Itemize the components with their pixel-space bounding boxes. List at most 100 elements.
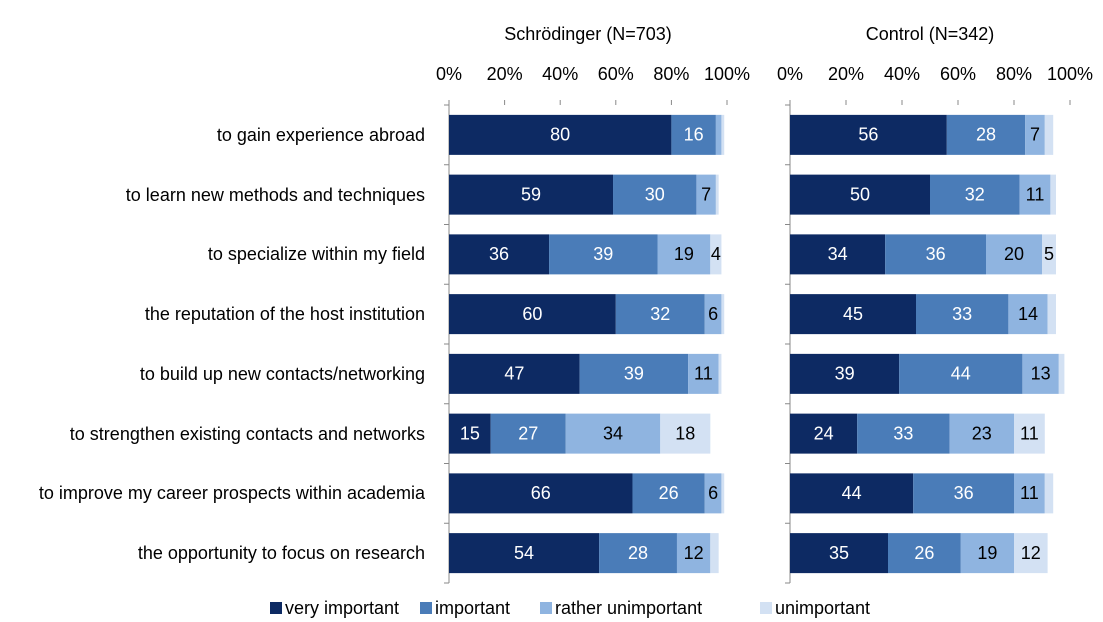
bar-segment — [1044, 473, 1054, 514]
bar-segment — [704, 294, 722, 335]
x-tick-label: 60% — [940, 64, 976, 84]
bar-segment — [449, 413, 491, 454]
data-label: 6 — [708, 304, 718, 324]
data-label: 54 — [514, 543, 534, 563]
data-label: 59 — [521, 184, 541, 204]
data-label: 44 — [842, 483, 862, 503]
data-label: 56 — [858, 125, 878, 145]
bar-segment — [946, 114, 1026, 155]
bar-segment — [710, 234, 722, 275]
x-tick-label: 40% — [542, 64, 578, 84]
data-label: 39 — [593, 244, 613, 264]
bar-segment — [1042, 234, 1056, 275]
bar-segment — [790, 473, 914, 514]
data-label: 66 — [531, 483, 551, 503]
x-tick-label: 20% — [828, 64, 864, 84]
data-label: 44 — [951, 364, 971, 384]
data-label: 12 — [1021, 543, 1041, 563]
bar-segment — [449, 353, 580, 394]
data-label: 28 — [976, 125, 996, 145]
bar-segment — [790, 114, 947, 155]
data-label: 11 — [694, 364, 713, 384]
legend-swatch — [270, 602, 282, 614]
bar-segment — [960, 533, 1014, 574]
bar-segment — [1050, 174, 1056, 215]
bar-segment — [613, 174, 697, 215]
x-tick-label: 0% — [436, 64, 462, 84]
x-tick-label: 100% — [1047, 64, 1093, 84]
data-label: 39 — [624, 364, 644, 384]
bar-segment — [688, 353, 719, 394]
bar-segment — [790, 413, 858, 454]
bar-segment — [899, 353, 1023, 394]
data-label: 26 — [659, 483, 679, 503]
data-label: 36 — [926, 244, 946, 264]
bar-segment — [490, 413, 566, 454]
data-label: 7 — [1030, 125, 1040, 145]
bar-segment — [599, 533, 677, 574]
bar-segment — [913, 473, 1014, 514]
bar-segment — [632, 473, 705, 514]
bar-segment — [986, 234, 1042, 275]
data-label: 19 — [977, 543, 997, 563]
bar-segment — [615, 294, 705, 335]
x-tick-label: 80% — [996, 64, 1032, 84]
bar-segment — [1008, 294, 1048, 335]
bar-segment — [710, 533, 719, 574]
legend-swatch — [540, 602, 552, 614]
data-label: 14 — [1018, 304, 1038, 324]
legend-label: important — [435, 598, 510, 618]
data-label: 47 — [504, 364, 524, 384]
bar-segment — [790, 533, 888, 574]
bar-segment — [704, 473, 722, 514]
legend-label: rather unimportant — [555, 598, 702, 618]
bar-segment — [671, 114, 716, 155]
legend-swatch — [420, 602, 432, 614]
data-label: 39 — [835, 364, 855, 384]
bar-segment — [1014, 413, 1045, 454]
bar-segment — [790, 294, 916, 335]
category-label: to learn new methods and techniques — [125, 184, 425, 205]
data-label: 33 — [952, 304, 972, 324]
bar-segment — [857, 413, 950, 454]
data-label: 36 — [489, 244, 509, 264]
data-label: 19 — [674, 244, 694, 264]
bar-segment — [1025, 114, 1045, 155]
bar-segment — [721, 473, 725, 514]
x-tick-label: 100% — [704, 64, 750, 84]
data-label: 32 — [965, 184, 985, 204]
bar-segment — [660, 413, 711, 454]
chart-title: Schrödinger (N=703) — [504, 24, 672, 44]
data-label: 11 — [1026, 184, 1045, 204]
data-label: 27 — [518, 423, 538, 443]
bar-segment — [916, 294, 1009, 335]
data-label: 16 — [684, 125, 704, 145]
category-label: the opportunity to focus on research — [137, 543, 425, 564]
data-label: 4 — [711, 244, 721, 264]
bar-segment — [1014, 473, 1045, 514]
bar-segment — [1058, 353, 1065, 394]
bar-segment — [949, 413, 1014, 454]
bar-segment — [721, 294, 725, 335]
chart-title: Control (N=342) — [866, 24, 995, 44]
data-label: 30 — [645, 184, 665, 204]
bar-segment — [1022, 353, 1059, 394]
bar-segment — [930, 174, 1020, 215]
legend-swatch — [760, 602, 772, 614]
data-label: 28 — [628, 543, 648, 563]
bar-segment — [449, 533, 600, 574]
legend-label: unimportant — [775, 598, 870, 618]
data-label: 20 — [1004, 244, 1024, 264]
data-label: 12 — [684, 543, 704, 563]
category-label: to gain experience abroad — [216, 124, 425, 145]
bar-segment — [790, 234, 886, 275]
bar-segment — [449, 294, 616, 335]
category-label: to build up new contacts/networking — [139, 363, 425, 384]
bar-segment — [449, 174, 614, 215]
data-label: 60 — [522, 304, 542, 324]
x-tick-label: 40% — [884, 64, 920, 84]
x-tick-label: 0% — [777, 64, 803, 84]
category-label: the reputation of the host institution — [144, 304, 425, 325]
data-label: 35 — [829, 543, 849, 563]
